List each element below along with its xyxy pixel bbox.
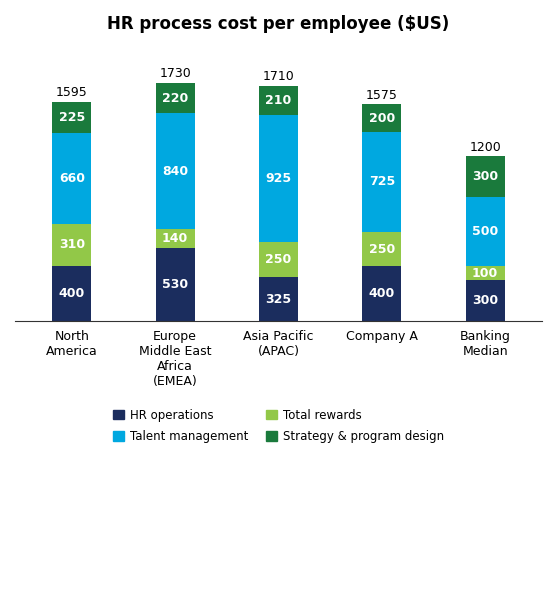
Bar [362, 232, 402, 266]
Bar [259, 277, 298, 322]
Bar [259, 242, 298, 277]
Text: 1710: 1710 [262, 70, 295, 83]
Bar [52, 101, 91, 133]
Bar [362, 132, 402, 232]
Text: 725: 725 [369, 175, 395, 188]
Text: 210: 210 [265, 94, 292, 107]
Text: 200: 200 [369, 112, 395, 124]
Text: 300: 300 [472, 170, 498, 183]
Legend: HR operations, Talent management, Total rewards, Strategy & program design: HR operations, Talent management, Total … [109, 404, 448, 448]
Bar [466, 280, 505, 322]
Text: 530: 530 [162, 278, 188, 291]
Bar [52, 266, 91, 322]
Text: 925: 925 [266, 172, 291, 185]
Text: 300: 300 [472, 294, 498, 307]
Text: 225: 225 [58, 110, 85, 123]
Text: 325: 325 [266, 293, 291, 306]
Title: HR process cost per employee ($US): HR process cost per employee ($US) [108, 15, 449, 33]
Text: 250: 250 [265, 253, 292, 266]
Text: 1730: 1730 [159, 67, 191, 80]
Bar [52, 224, 91, 266]
Bar [259, 114, 298, 242]
Text: 400: 400 [58, 287, 85, 300]
Text: 1200: 1200 [470, 140, 501, 153]
Bar [259, 86, 298, 114]
Text: 1575: 1575 [366, 89, 398, 102]
Text: 220: 220 [162, 91, 188, 104]
Text: 840: 840 [162, 165, 188, 178]
Bar [362, 104, 402, 132]
Text: 100: 100 [472, 267, 499, 280]
Bar [155, 229, 195, 248]
Text: 660: 660 [59, 172, 85, 185]
Bar [155, 113, 195, 229]
Bar [155, 248, 195, 322]
Text: 1595: 1595 [56, 86, 87, 99]
Bar [155, 83, 195, 113]
Bar [362, 266, 402, 322]
Text: 500: 500 [472, 225, 499, 238]
Text: 400: 400 [369, 287, 395, 300]
Bar [466, 156, 505, 198]
Text: 250: 250 [369, 242, 395, 255]
Bar [52, 133, 91, 224]
Bar [466, 266, 505, 280]
Text: 310: 310 [59, 238, 85, 251]
Bar [466, 198, 505, 266]
Text: 140: 140 [162, 232, 188, 245]
